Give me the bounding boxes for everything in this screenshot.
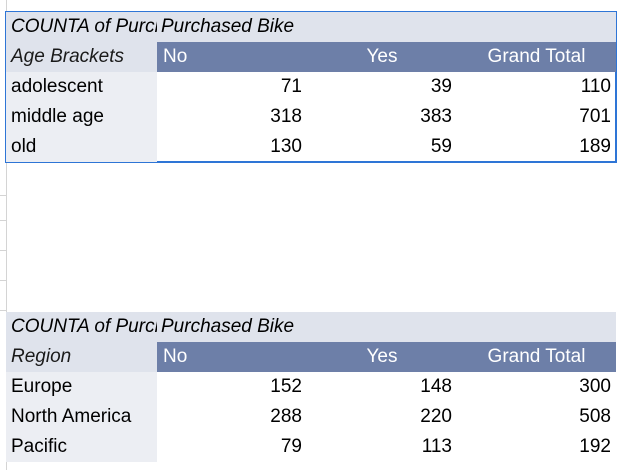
cell-no[interactable]: 318	[270, 106, 302, 127]
column-header-no[interactable]: No	[163, 46, 188, 67]
pivot-header-row[interactable]: Region No Yes Grand Total	[6, 342, 616, 372]
table-row[interactable]: Europe 152 148 300	[6, 372, 616, 402]
row-field-label[interactable]: Age Brackets	[6, 42, 157, 72]
table-row[interactable]: Pacific 79 113 192	[6, 432, 616, 462]
cell-yes[interactable]: 59	[430, 136, 452, 157]
gridline	[0, 310, 6, 311]
cell-grand-total[interactable]: 300	[579, 376, 611, 397]
value-field-label[interactable]: COUNTA of Purchased Bike	[11, 16, 157, 37]
cell-no[interactable]: 152	[270, 376, 302, 397]
row-label[interactable]: North America	[6, 402, 157, 432]
row-field-label[interactable]: Region	[6, 342, 157, 372]
cell-yes[interactable]: 39	[430, 76, 452, 97]
gridline	[0, 220, 6, 221]
gridline	[0, 250, 6, 251]
pivot-table-region[interactable]: COUNTA of Purchased Bike Purchased Bike …	[6, 312, 616, 462]
row-gutter	[0, 0, 7, 470]
cell-yes[interactable]: 383	[420, 106, 452, 127]
cell-yes[interactable]: 148	[420, 376, 452, 397]
cell-no[interactable]: 130	[270, 136, 302, 157]
cell-yes[interactable]: 220	[420, 406, 452, 427]
cell-grand-total[interactable]: 189	[579, 136, 611, 157]
column-header-grand-total[interactable]: Grand Total	[487, 46, 586, 67]
row-label[interactable]: Pacific	[6, 432, 157, 462]
cell-no[interactable]: 288	[270, 406, 302, 427]
gridline	[0, 280, 6, 281]
table-row[interactable]: North America 288 220 508	[6, 402, 616, 432]
table-row[interactable]: old 130 59 189	[6, 132, 616, 162]
pivot-title-row[interactable]: COUNTA of Purchased Bike Purchased Bike	[6, 12, 616, 42]
table-row[interactable]: middle age 318 383 701	[6, 102, 616, 132]
column-header-yes[interactable]: Yes	[366, 46, 398, 67]
column-header-grand-total[interactable]: Grand Total	[487, 346, 586, 367]
cell-grand-total[interactable]: 701	[579, 106, 611, 127]
gridline	[0, 195, 6, 196]
value-field-label[interactable]: COUNTA of Purchased Bike	[11, 316, 157, 337]
row-label[interactable]: middle age	[6, 102, 157, 132]
column-header-yes[interactable]: Yes	[366, 346, 398, 367]
cell-no[interactable]: 71	[280, 76, 302, 97]
column-header-no[interactable]: No	[163, 346, 188, 367]
row-label[interactable]: old	[6, 132, 157, 162]
table-row[interactable]: adolescent 71 39 110	[6, 72, 616, 102]
cell-no[interactable]: 79	[280, 436, 302, 457]
pivot-title-row[interactable]: COUNTA of Purchased Bike Purchased Bike	[6, 312, 616, 342]
cell-yes[interactable]: 113	[421, 436, 452, 457]
column-field-label[interactable]: Purchased Bike	[161, 316, 295, 337]
cell-grand-total[interactable]: 508	[579, 406, 611, 427]
pivot-table-age-brackets[interactable]: COUNTA of Purchased Bike Purchased Bike …	[5, 11, 617, 163]
column-field-label[interactable]: Purchased Bike	[161, 16, 295, 37]
cell-grand-total[interactable]: 110	[580, 76, 611, 97]
cell-grand-total[interactable]: 192	[579, 436, 611, 457]
pivot-header-row[interactable]: Age Brackets No Yes Grand Total	[6, 42, 616, 72]
row-label[interactable]: Europe	[6, 372, 157, 402]
row-label[interactable]: adolescent	[6, 72, 157, 102]
